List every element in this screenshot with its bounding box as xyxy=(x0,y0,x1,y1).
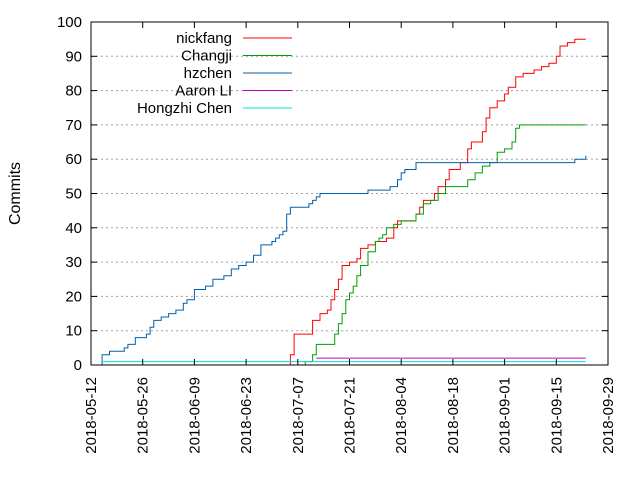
series-lines xyxy=(101,38,587,366)
legend-label: Aaron LI xyxy=(175,83,232,100)
x-tick-label: 2018-06-23 xyxy=(238,377,255,454)
x-tick-label: 2018-07-07 xyxy=(290,377,307,454)
y-tick-label: 20 xyxy=(65,288,82,305)
x-tick-label: 2018-09-15 xyxy=(548,377,565,454)
y-tick-label: 0 xyxy=(74,357,82,374)
legend-label: hzchen xyxy=(184,65,232,82)
y-tick-label: 100 xyxy=(57,14,82,31)
x-tick-label: 2018-09-01 xyxy=(497,377,514,454)
axis-ticks xyxy=(90,21,609,366)
legend-label: Hongzhi Chen xyxy=(137,100,232,117)
x-tick-label: 2018-05-26 xyxy=(135,377,152,454)
tick-labels: 0 10 20 30 40 50 60 70 80 90 100 2018-05-12 2018-05-… xyxy=(57,14,617,454)
series-line-changji xyxy=(301,124,586,366)
y-tick-label: 40 xyxy=(65,220,82,237)
x-tick-label: 2018-08-04 xyxy=(393,377,410,454)
x-tick-label: 2018-06-09 xyxy=(186,377,203,454)
y-tick-label: 10 xyxy=(65,323,82,340)
y-axis-label: Commits xyxy=(7,162,24,225)
series-line-nickfang xyxy=(289,38,586,365)
legend-label: Changji xyxy=(181,48,232,65)
series-line-hzchen xyxy=(101,155,587,365)
y-tick-label: 50 xyxy=(65,186,82,203)
y-tick-label: 90 xyxy=(65,48,82,65)
y-tick-label: 60 xyxy=(65,151,82,168)
x-tick-label: 2018-05-12 xyxy=(83,377,100,454)
x-tick-label: 2018-08-18 xyxy=(445,377,462,454)
y-tick-label: 70 xyxy=(65,117,82,134)
y-tick-label: 80 xyxy=(65,83,82,100)
y-tick-label: 30 xyxy=(65,254,82,271)
x-tick-label: 2018-07-21 xyxy=(342,377,359,454)
x-tick-label: 2018-09-29 xyxy=(600,377,617,454)
legend-label: nickfang xyxy=(176,30,232,47)
